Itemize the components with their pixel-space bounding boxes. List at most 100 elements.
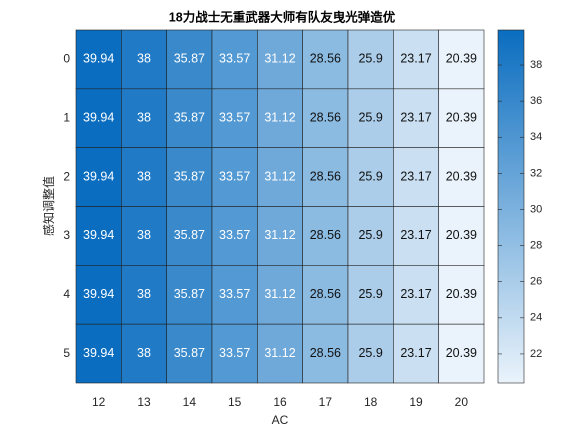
cell-label: 23.17	[400, 287, 431, 301]
cell-label: 38	[137, 52, 151, 66]
y-tick-label: 2	[63, 169, 70, 183]
colorbar-tick-label: 24	[530, 312, 542, 324]
cell-label: 20.39	[446, 52, 477, 66]
cell-label: 20.39	[446, 287, 477, 301]
heatmap-cell	[166, 29, 213, 90]
cell-label: 25.9	[358, 169, 382, 183]
cell-label: 20.39	[446, 169, 477, 183]
heatmap-cell	[211, 323, 258, 384]
x-tick-label: 20	[455, 395, 469, 409]
cell-label: 28.56	[310, 346, 341, 360]
heatmap-cell	[347, 265, 394, 325]
colorbar-tick-label: 28	[530, 239, 542, 251]
x-axis-label: AC	[272, 413, 289, 427]
cell-label: 28.56	[310, 52, 341, 66]
cell-label: 25.9	[358, 346, 382, 360]
cell-label: 31.12	[264, 346, 295, 360]
cell-label: 39.94	[83, 287, 114, 301]
heatmap-cell	[302, 323, 349, 384]
heatmap-cell	[166, 88, 213, 148]
cell-label: 33.57	[219, 111, 250, 125]
cell-label: 33.57	[219, 52, 250, 66]
cell-label: 38	[137, 346, 151, 360]
colorbar-tick-label: 30	[530, 203, 542, 215]
cell-label: 25.9	[358, 111, 382, 125]
cell-label: 31.12	[264, 228, 295, 242]
cell-label: 28.56	[310, 287, 341, 301]
cell-label: 39.94	[83, 228, 114, 242]
cell-label: 20.39	[446, 228, 477, 242]
heatmap-cell	[438, 265, 485, 325]
x-tick-label: 15	[228, 395, 242, 409]
cell-label: 23.17	[400, 228, 431, 242]
cell-label: 25.9	[358, 52, 382, 66]
heatmap-cell	[211, 206, 258, 266]
cell-label: 35.87	[174, 346, 205, 360]
heatmap-cell	[75, 206, 122, 266]
heatmap-cell	[393, 29, 439, 90]
heatmap-cell	[121, 323, 167, 384]
x-tick-label: 16	[273, 395, 287, 409]
heatmap-cell	[75, 88, 122, 148]
y-tick-label: 3	[63, 228, 70, 242]
heatmap-cell	[347, 88, 394, 148]
cell-label: 31.12	[264, 287, 295, 301]
x-tick-label: 13	[137, 395, 151, 409]
heatmap-cell	[166, 265, 213, 325]
heatmap-cell	[121, 29, 167, 90]
cell-label: 35.87	[174, 111, 205, 125]
cell-label: 39.94	[83, 169, 114, 183]
heatmap-cell	[166, 147, 213, 207]
x-tick-label: 14	[183, 395, 197, 409]
heatmap-cell	[257, 29, 303, 90]
cell-label: 35.87	[174, 169, 205, 183]
heatmap-cell	[438, 323, 485, 384]
y-tick-label: 0	[63, 52, 70, 66]
heatmap-cell	[211, 265, 258, 325]
heatmap-cell	[75, 323, 122, 384]
heatmap-cell	[257, 88, 303, 148]
cell-label: 23.17	[400, 169, 431, 183]
colorbar-tick-label: 26	[530, 276, 542, 288]
cell-label: 38	[137, 287, 151, 301]
cell-label: 38	[137, 228, 151, 242]
heatmap-cell	[211, 29, 258, 90]
cell-label: 33.57	[219, 346, 250, 360]
cell-label: 23.17	[400, 346, 431, 360]
heatmap-cell	[393, 206, 439, 266]
heatmap-cell	[75, 147, 122, 207]
colorbar	[497, 29, 525, 384]
heatmap-cell	[302, 265, 349, 325]
cell-label: 28.56	[310, 228, 341, 242]
cell-label: 33.57	[219, 287, 250, 301]
x-tick-label: 12	[92, 395, 106, 409]
heatmap-cell	[347, 147, 394, 207]
heatmap-cell	[438, 88, 485, 148]
heatmap-cell	[121, 147, 167, 207]
y-tick-label: 1	[63, 110, 70, 124]
cell-label: 35.87	[174, 52, 205, 66]
heatmap-cell	[438, 147, 485, 207]
heatmap-cell	[121, 206, 167, 266]
cell-label: 31.12	[264, 169, 295, 183]
cell-label: 38	[137, 111, 151, 125]
cell-label: 39.94	[83, 111, 114, 125]
cell-label: 31.12	[264, 52, 295, 66]
cell-label: 33.57	[219, 169, 250, 183]
x-tick-label: 18	[364, 395, 378, 409]
heatmap-cell	[393, 323, 439, 384]
colorbar-tick-label: 36	[530, 95, 542, 107]
cell-label: 20.39	[446, 111, 477, 125]
cell-label: 25.9	[358, 287, 382, 301]
heatmap-cell	[75, 265, 122, 325]
cell-label: 28.56	[310, 169, 341, 183]
cell-label: 23.17	[400, 111, 431, 125]
colorbar-tick-label: 34	[530, 131, 542, 143]
cell-label: 38	[137, 169, 151, 183]
y-tick-label: 4	[63, 287, 70, 301]
cell-label: 33.57	[219, 228, 250, 242]
cell-label: 28.56	[310, 111, 341, 125]
heatmap-cell	[166, 323, 213, 384]
heatmap-cell	[121, 265, 167, 325]
heatmap-cell	[393, 88, 439, 148]
